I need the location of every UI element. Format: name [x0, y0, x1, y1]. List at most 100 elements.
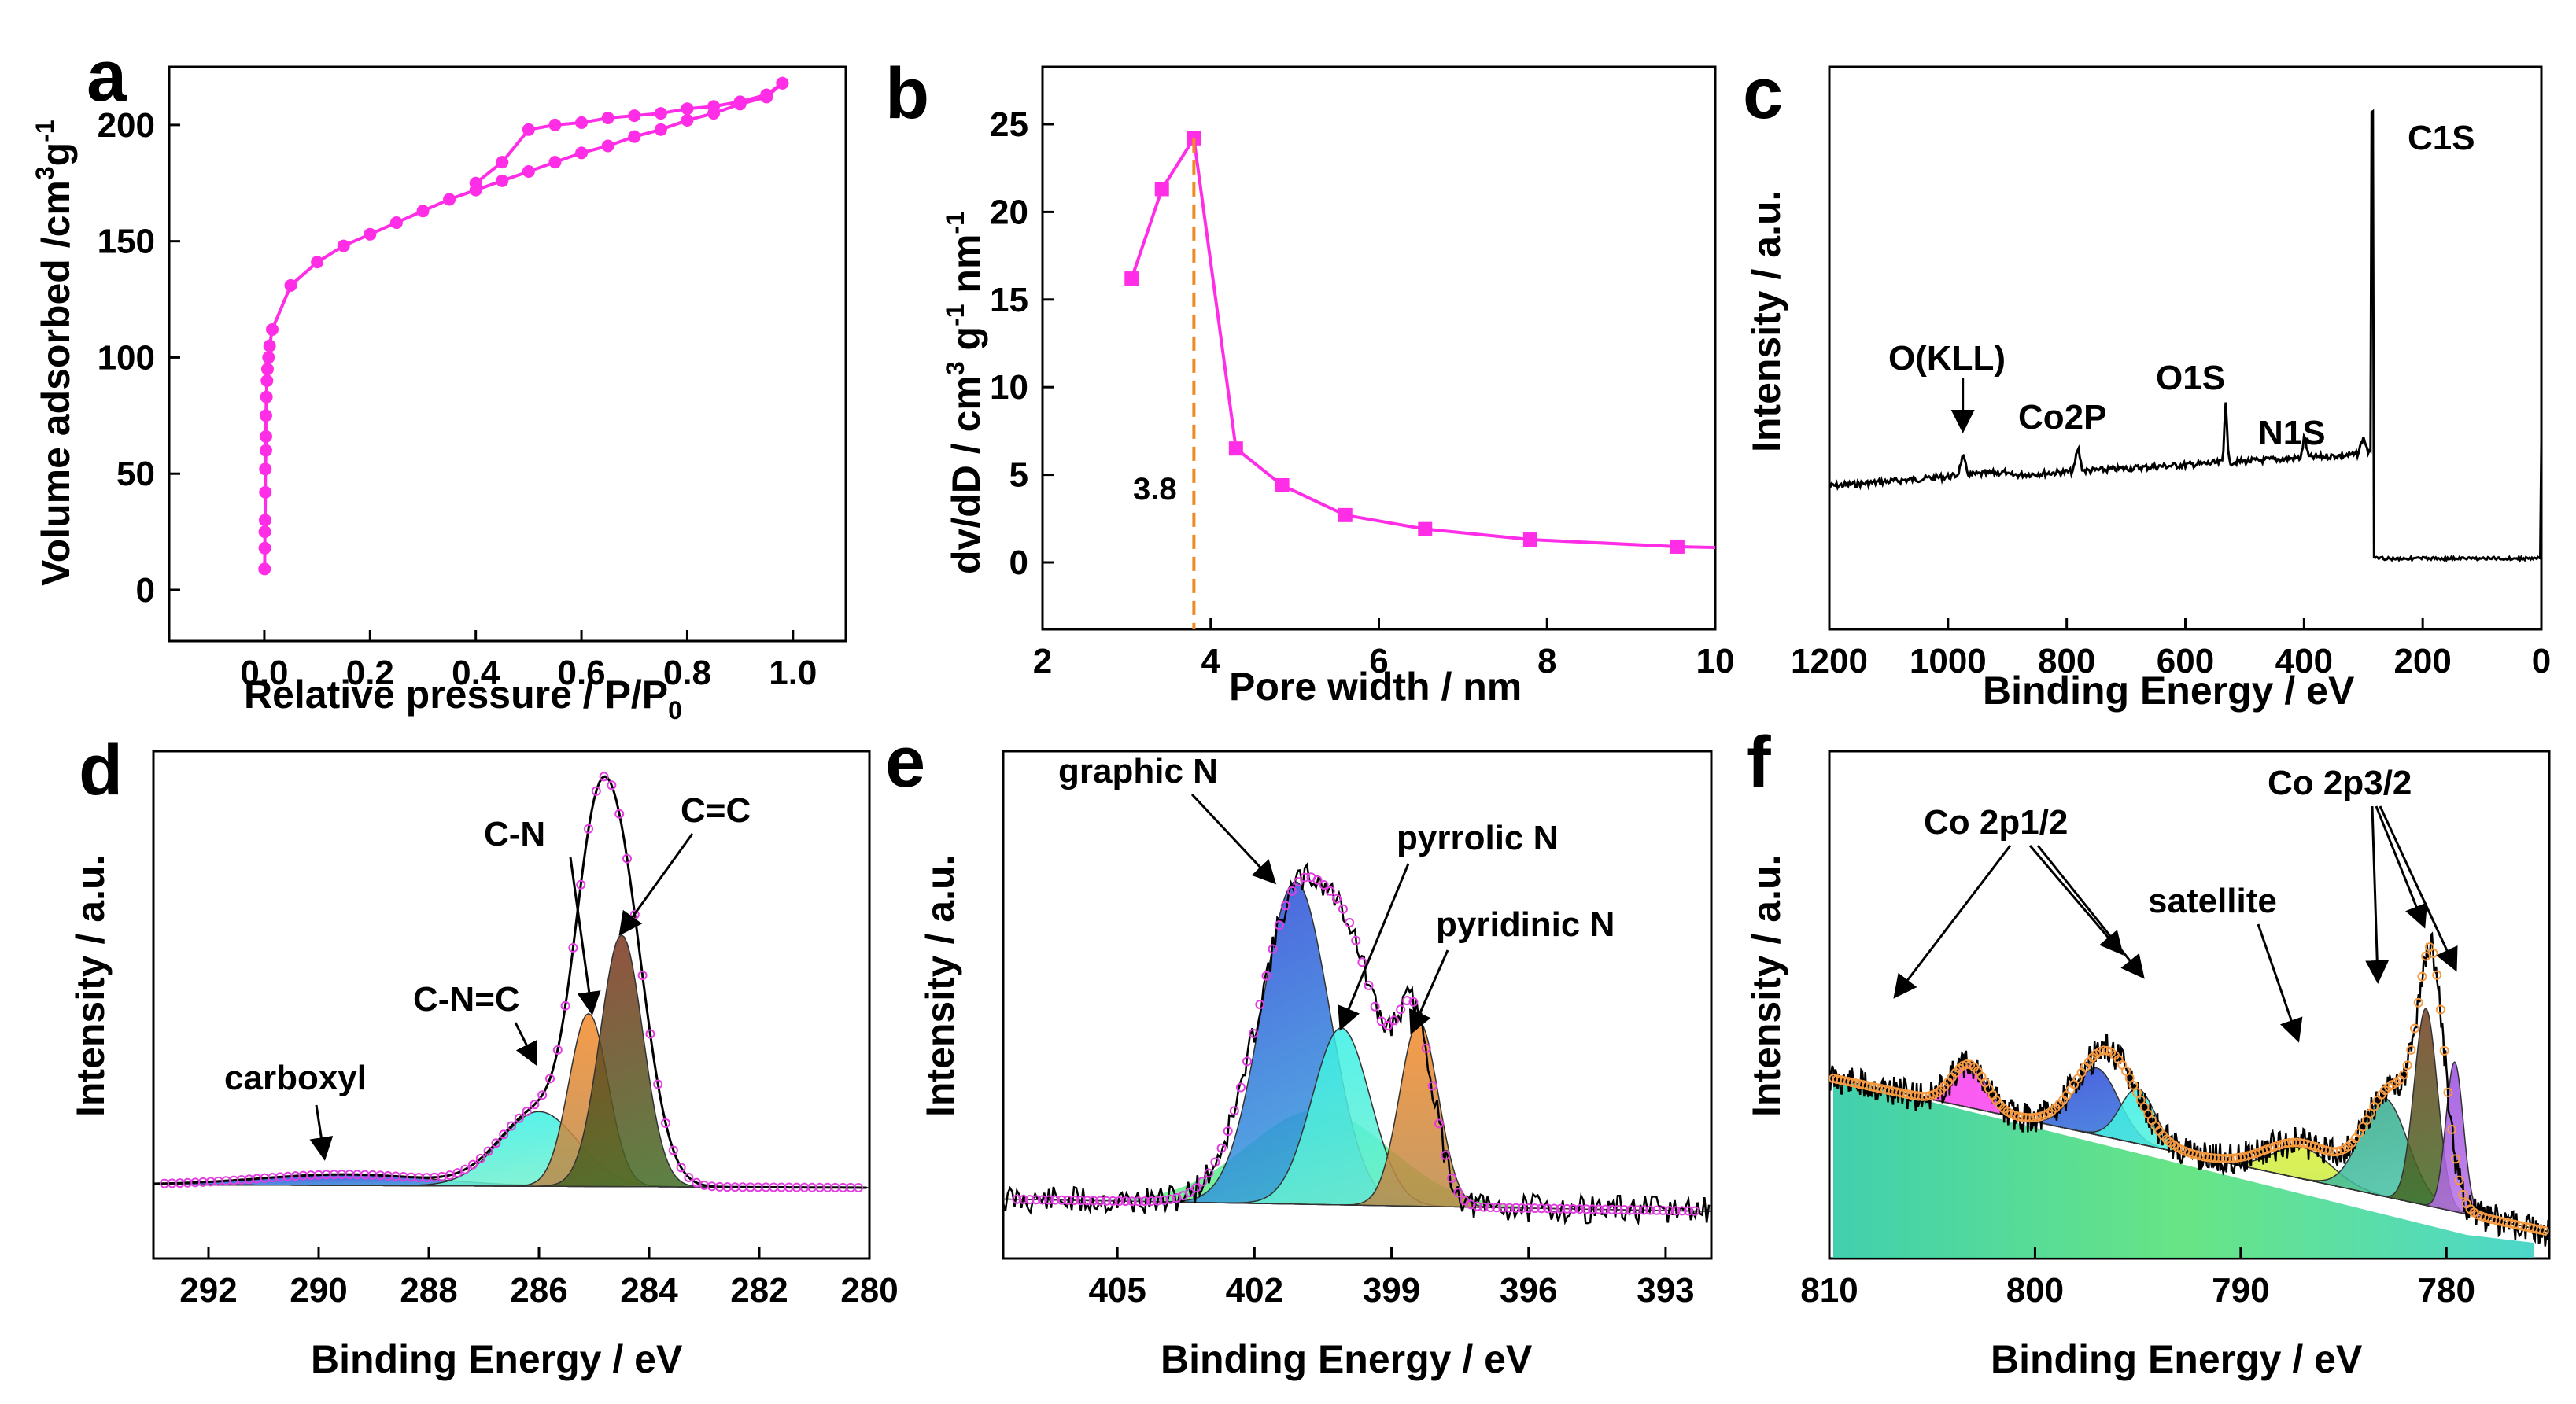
panel-a-adsorption-point — [548, 156, 562, 169]
panel-d-xtick-label: 292 — [179, 1271, 237, 1310]
panel-a-adsorption-point — [263, 339, 276, 352]
panel-e-fit-marker — [1204, 1168, 1214, 1178]
panel-c-xtick-label: 400 — [2275, 642, 2333, 680]
panel-a-desorption-point — [681, 102, 694, 116]
panel-a-adsorption-line — [263, 82, 784, 569]
panel-e-fit-marker — [1478, 1202, 1489, 1212]
panel-e-fit-marker — [1229, 1106, 1239, 1116]
panel-d-x-axis-label: Binding Energy / eV — [311, 1337, 683, 1381]
panel-e-fit-marker — [1082, 1196, 1092, 1206]
panel-f-fit-marker — [2410, 1023, 2420, 1034]
panel-d-fit-marker — [507, 1121, 516, 1131]
panel-label-c: c — [1743, 53, 1783, 134]
panel-f-fit-marker — [2128, 1080, 2139, 1090]
panel-e-fit-marker — [1402, 996, 1412, 1006]
panel-d-fit-marker — [452, 1168, 463, 1178]
panel-e-arrow-graphic — [1190, 793, 1277, 885]
panel-d-arrow-cnc — [514, 1022, 537, 1067]
panel-b-ytick-label: 5 — [1009, 456, 1028, 495]
panel-e-fit-marker — [1255, 1000, 1265, 1010]
panel-e-fit-marker — [1146, 1196, 1157, 1206]
panel-e-fit-marker — [1517, 1203, 1527, 1213]
panel-f-fit-marker — [2398, 1070, 2408, 1080]
panel-b-xtick-label: 4 — [1201, 642, 1221, 680]
panel-label-a: a — [87, 36, 127, 116]
panel-e-xtick-label: 405 — [1088, 1271, 1146, 1310]
panel-f-arrow-co2p32-b — [2375, 805, 2428, 929]
panel-f-fit-marker — [2454, 1175, 2464, 1185]
panel-b-y-axis-label: dv/dD / cm3 g-1 nm-1 — [941, 212, 988, 574]
panel-d-component-c-c — [153, 934, 869, 1188]
panel-c-peak-label: O(KLL) — [1888, 339, 2006, 378]
panel-e-fit-marker — [1345, 918, 1355, 928]
panel-e-fit-marker — [1114, 1196, 1124, 1207]
panel-e-fit-marker — [1389, 1015, 1400, 1026]
panel-e-fit-marker — [1376, 1016, 1386, 1026]
panel-a-desorption-point — [575, 116, 589, 129]
panel-f-xtick-label: 780 — [2418, 1271, 2475, 1310]
panel-d-fit-marker — [684, 1172, 694, 1182]
panel-b-point — [1154, 182, 1169, 197]
panel-a-adsorption-point — [260, 363, 274, 376]
panel-d-fit-marker — [676, 1163, 686, 1173]
panel-d-fit-marker — [584, 824, 593, 834]
panel-a-desorption-point — [522, 123, 535, 136]
panel-f-fit-marker — [2435, 1004, 2445, 1015]
panel-d-fit-marker — [668, 1145, 678, 1155]
panel-e-fit-marker — [1331, 894, 1342, 904]
panel-d-fit-marker — [475, 1153, 485, 1163]
panel-a-adsorption-point — [259, 485, 272, 499]
panel-e-fit-marker — [1159, 1195, 1169, 1205]
panel-e-fit-marker — [1024, 1195, 1035, 1205]
panel-e-fit-marker — [1319, 879, 1329, 890]
panel-a-xtick-label: 0.8 — [663, 654, 711, 692]
panel-e-fit-marker — [1012, 1194, 1022, 1204]
panel-e-xtick-label: 402 — [1226, 1271, 1283, 1310]
panel-e-fit-marker — [1198, 1177, 1208, 1187]
panel-f-arrow-co2p12-b — [2028, 845, 2124, 956]
panel-f-fit-marker — [2120, 1066, 2131, 1076]
panel-c-spectrum — [1829, 109, 2543, 563]
panel-e-fit-marker — [1351, 935, 1361, 945]
panel-e-fit-marker — [1588, 1204, 1598, 1214]
panel-b-point — [1124, 271, 1139, 286]
panel-a-xtick-label: 0.2 — [346, 654, 394, 692]
panel-e-frame — [1002, 750, 1713, 1260]
panel-f-fit-marker — [2458, 1189, 2468, 1199]
panel-a-isotherm: 0.0 0.2 0.4 0.6 0.8 1.0 0 50 100 150 200 Relative … — [31, 65, 847, 724]
panel-e-fit-marker — [1165, 1194, 1175, 1204]
panel-e-xtick-label: 393 — [1637, 1271, 1694, 1310]
panel-e-fit-marker — [1562, 1203, 1572, 1214]
panel-e-fit-marker — [1063, 1195, 1073, 1205]
panel-a-adsorption-point — [443, 193, 456, 206]
panel-a-desorption-point — [776, 76, 789, 90]
panel-e-fit-marker — [1498, 1203, 1508, 1213]
panel-d-fit-marker — [661, 1118, 670, 1128]
panel-f-y-axis-label: Intensity / a.u. — [1744, 855, 1788, 1117]
panel-f-fit-marker — [2450, 1154, 2460, 1164]
panel-b-ytick-label: 0 — [1009, 544, 1028, 582]
panel-a-ytick-label: 200 — [98, 106, 155, 145]
panel-a-desorption-point — [654, 107, 667, 120]
panel-f-fit-marker — [2439, 1045, 2449, 1056]
panel-f-fit-marker — [2536, 1225, 2546, 1235]
panel-e-fit-marker — [1434, 1118, 1444, 1129]
panel-e-fit-marker — [1613, 1204, 1623, 1214]
panel-f-fit-marker — [2361, 1115, 2371, 1126]
panel-e-fit-marker — [1543, 1203, 1553, 1214]
panel-e-fit-marker — [1095, 1196, 1105, 1206]
panel-d-y-axis-label: Intensity / a.u. — [68, 855, 113, 1117]
panel-d-xtick-label: 280 — [840, 1271, 898, 1310]
panel-b-point — [1670, 539, 1685, 554]
panel-d-xtick-label: 288 — [400, 1271, 457, 1310]
panel-e-fit-marker — [1607, 1204, 1617, 1214]
panel-a-adsorption-point — [337, 239, 350, 252]
panel-e-fit-marker — [1453, 1188, 1463, 1198]
panel-d-fit-marker — [599, 772, 609, 782]
panel-d-fit-marker — [614, 809, 625, 819]
panel-e-fit-marker — [1396, 1004, 1406, 1015]
panel-d-fit-marker — [568, 943, 578, 953]
panel-e-fit-marker — [1210, 1157, 1220, 1167]
panel-e-fit-marker — [1018, 1194, 1028, 1204]
panel-a-ytick-label: 0 — [136, 571, 155, 610]
